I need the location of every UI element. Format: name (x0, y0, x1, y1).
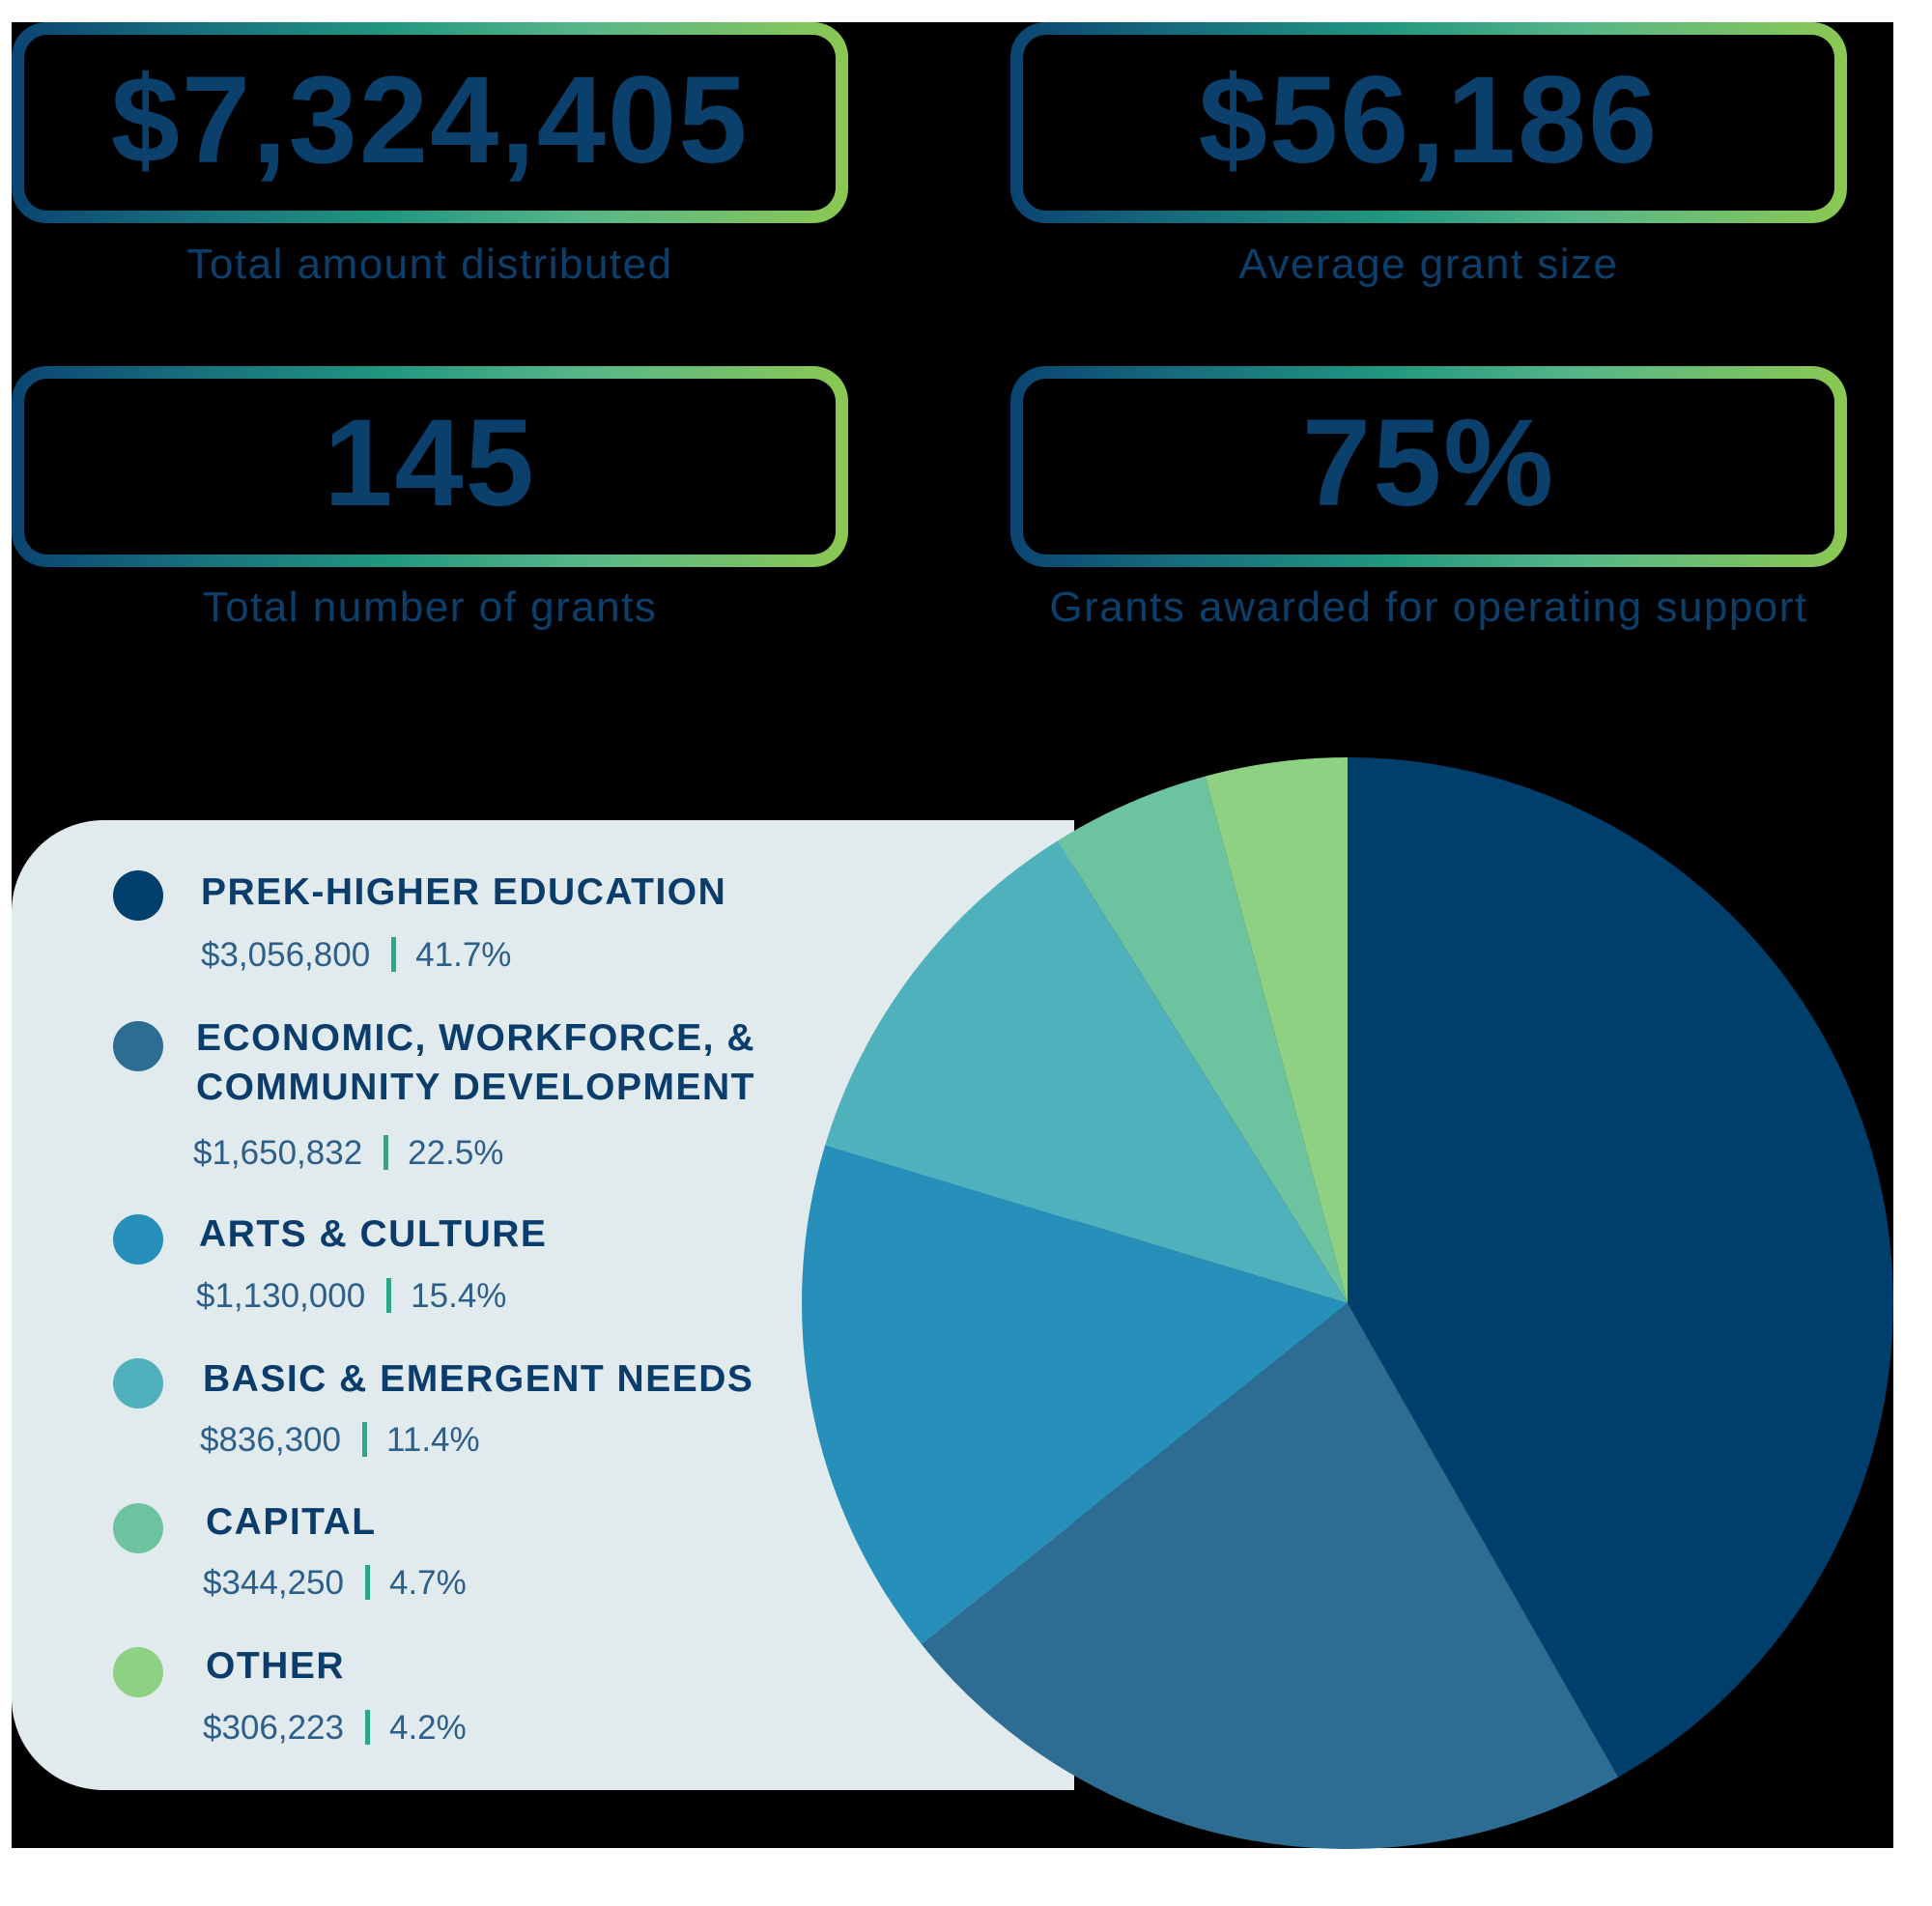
legend-value: $1,130,000 15.4% (196, 1278, 506, 1313)
pie-slice (802, 1145, 1348, 1644)
legend-value: $1,650,832 22.5% (193, 1135, 503, 1170)
legend-amount: $836,300 (200, 1420, 341, 1459)
legend-dot-icon (113, 1358, 163, 1408)
legend-amount: $1,130,000 (196, 1276, 366, 1315)
legend-label: OTHER (206, 1645, 345, 1687)
legend-amount: $3,056,800 (201, 935, 371, 974)
stat-caption-grant-count: Total number of grants (202, 583, 658, 631)
separator-bar (364, 1565, 370, 1600)
stat-value-total-amount: $7,324,405 (110, 51, 750, 189)
pie-slice (921, 1303, 1619, 1849)
stat-box-total-amount (12, 22, 848, 223)
legend-value: $306,223 4.2% (203, 1710, 467, 1745)
stat-caption-operating-support: Grants awarded for operating support (1049, 583, 1808, 631)
pie-slice (825, 840, 1348, 1303)
stat-value-operating-support: 75% (1301, 394, 1556, 532)
legend-percent: 22.5% (408, 1133, 504, 1172)
stat-value-average-grant: $56,186 (1198, 51, 1660, 189)
pie-slice (1205, 757, 1348, 1303)
legend-dot-icon (113, 1214, 163, 1265)
stat-caption-average-grant: Average grant size (1238, 241, 1619, 288)
legend-amount: $306,223 (203, 1708, 344, 1747)
stat-value-grant-count: 145 (324, 394, 536, 532)
separator-bar (364, 1710, 370, 1745)
legend-percent: 15.4% (411, 1276, 507, 1315)
separator-bar (384, 1135, 389, 1170)
separator-bar (386, 1278, 392, 1313)
legend-dot-icon (113, 1503, 163, 1553)
pie-slice (1057, 776, 1348, 1303)
pie-slice (1348, 757, 1893, 1778)
legend-label: PREK-HIGHER EDUCATION (201, 871, 727, 913)
legend-percent: 4.7% (388, 1563, 467, 1602)
legend-label: CAPITAL (206, 1501, 377, 1543)
legend-percent: 41.7% (415, 935, 512, 974)
legend-dot-icon (113, 1647, 163, 1697)
legend-amount: $1,650,832 (193, 1133, 363, 1172)
legend-value: $344,250 4.7% (203, 1565, 467, 1600)
pie-slices (802, 757, 1893, 1849)
legend-label-line-2: COMMUNITY DEVELOPMENT (196, 1067, 755, 1108)
legend-dot-icon (113, 870, 163, 921)
separator-bar (391, 937, 397, 972)
legend-amount: $344,250 (203, 1563, 344, 1602)
stat-box-grant-count (12, 366, 848, 567)
legend-label-line-1: ECONOMIC, WORKFORCE, & (196, 1017, 755, 1059)
stat-caption-total-amount: Total amount distributed (186, 241, 673, 288)
legend-dot-icon (113, 1021, 163, 1071)
legend-percent: 11.4% (385, 1420, 480, 1459)
legend-label: ECONOMIC, WORKFORCE, & COMMUNITY DEVELOP… (196, 1013, 755, 1112)
stat-box-average-grant (1010, 22, 1847, 223)
legend-label: BASIC & EMERGENT NEEDS (203, 1358, 754, 1400)
stat-box-operating-support (1010, 366, 1847, 567)
legend-label: ARTS & CULTURE (199, 1213, 548, 1255)
legend-value: $836,300 11.4% (200, 1422, 480, 1457)
legend-value: $3,056,800 41.7% (201, 937, 511, 972)
legend-percent: 4.2% (388, 1708, 467, 1747)
separator-bar (361, 1422, 367, 1457)
